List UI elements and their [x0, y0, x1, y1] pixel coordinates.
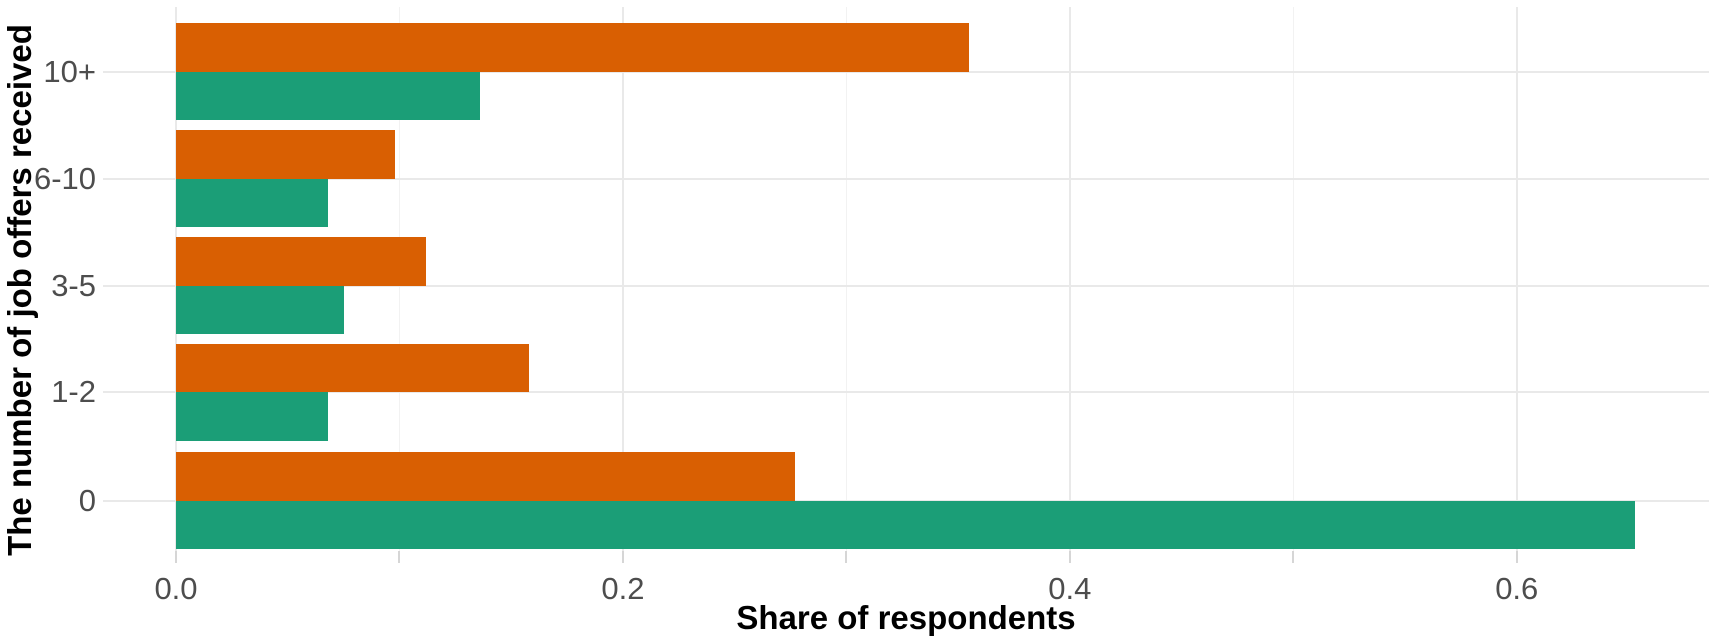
bar-green-series	[176, 500, 1636, 549]
y-tick-label: 10+	[43, 53, 96, 89]
major-gridline	[1068, 7, 1071, 552]
bar-orange-series	[176, 343, 530, 393]
bar-orange-series	[176, 237, 427, 286]
x-axis-title: Share of respondents	[736, 599, 1076, 636]
category-gridline	[103, 284, 1709, 287]
bar-green-series	[176, 178, 328, 228]
major-gridline	[1515, 7, 1518, 552]
category-gridline	[103, 70, 1709, 73]
x-tick-label: 0.2	[601, 571, 645, 606]
bar-green-series	[176, 71, 480, 120]
y-tick-label: 3-5	[51, 267, 96, 303]
bar-green-series	[176, 392, 328, 441]
y-tick-label: 1-2	[51, 374, 96, 410]
x-tick-label: 0.4	[1048, 571, 1092, 606]
minor-gridline	[845, 7, 848, 552]
category-gridline	[103, 391, 1709, 394]
x-axis-tick	[1515, 551, 1518, 563]
y-tick-label: 0	[78, 482, 96, 518]
x-tick-label: 0.6	[1495, 571, 1539, 606]
minor-gridline	[1292, 7, 1295, 552]
x-axis-tick	[175, 551, 177, 563]
plot-panel	[103, 7, 1709, 552]
bar-orange-series	[176, 452, 795, 501]
category-gridline	[103, 177, 1709, 180]
x-axis-tick	[398, 551, 401, 563]
major-gridline	[621, 7, 624, 552]
x-tick-label: 0.0	[154, 571, 198, 606]
x-axis-tick	[845, 551, 848, 563]
x-axis-tick	[621, 551, 624, 563]
x-axis-tick	[1068, 551, 1071, 563]
y-tick-label: 6-10	[33, 160, 96, 196]
x-axis-tick	[1292, 551, 1295, 563]
bar-green-series	[176, 285, 344, 335]
bar-orange-series	[176, 23, 970, 72]
bar-orange-series	[176, 130, 395, 179]
